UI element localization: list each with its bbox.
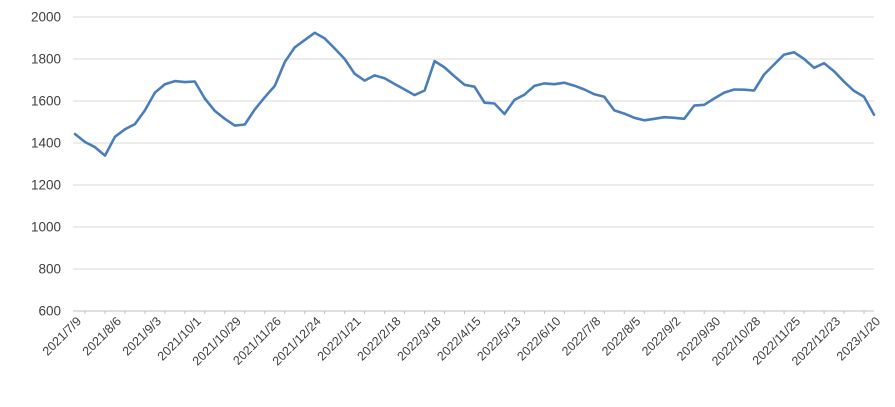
y-axis-label: 800 — [38, 262, 61, 277]
y-axis-label: 600 — [38, 304, 61, 319]
y-axis-label: 1800 — [31, 52, 61, 67]
x-axis-label: 2022/7/8 — [559, 314, 603, 358]
x-axis-label: 2023/1/20 — [834, 314, 883, 363]
y-axis-label: 1400 — [31, 136, 61, 151]
y-axis-label: 1600 — [31, 94, 61, 109]
x-axis-label: 2022/6/10 — [514, 314, 563, 363]
y-axis-label: 1200 — [31, 178, 61, 193]
y-axis-label: 2000 — [31, 10, 61, 25]
x-axis-label: 2021/7/9 — [40, 314, 84, 358]
x-axis-label: 2022/8/5 — [599, 314, 643, 358]
x-axis-label: 2021/8/6 — [80, 314, 124, 358]
data-series-line — [73, 31, 876, 157]
y-axis-label: 1000 — [31, 220, 61, 235]
